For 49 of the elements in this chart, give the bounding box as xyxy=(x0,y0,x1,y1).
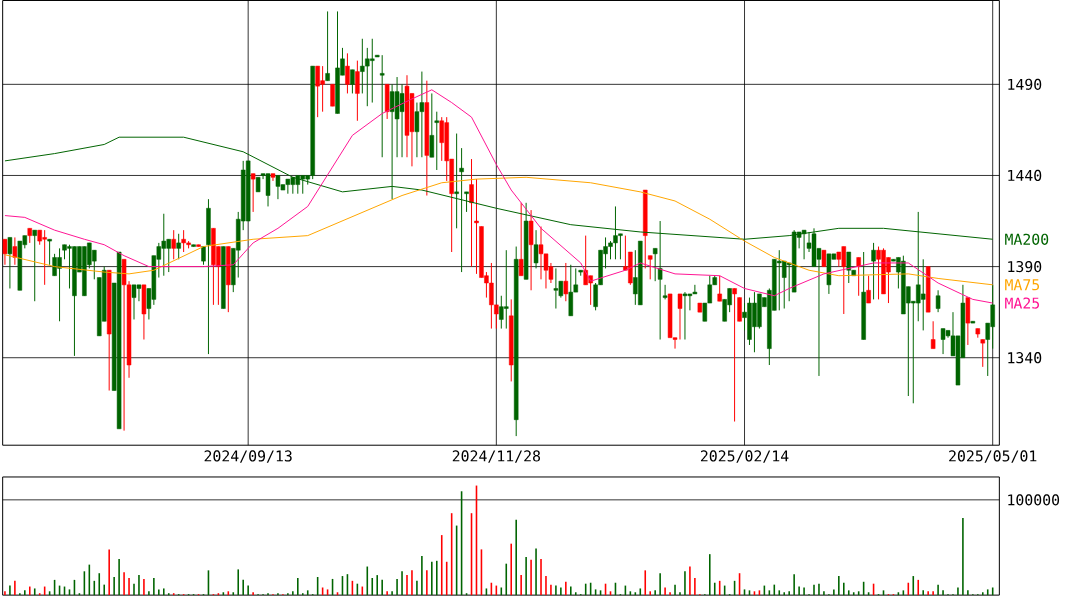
y-tick-label: 1390 xyxy=(1008,260,1042,273)
candlestick xyxy=(518,202,524,277)
line-series xyxy=(4,176,994,286)
candlestick xyxy=(732,287,737,422)
candlestick xyxy=(7,236,13,289)
series-label: MA25 xyxy=(1005,297,1040,309)
candlestick xyxy=(171,229,176,260)
x-tick-label: 2025/02/14 xyxy=(700,450,789,463)
candlestick xyxy=(980,338,985,368)
x-tick-label: 2025/05/01 xyxy=(949,450,1037,463)
candlestick xyxy=(325,10,330,82)
candlestick xyxy=(131,284,137,320)
candlestick xyxy=(250,173,256,213)
candlestick xyxy=(176,233,181,260)
y-tick-label: 1490 xyxy=(1008,78,1042,90)
x-tick-label: 2024/11/28 xyxy=(452,450,541,463)
candlestick xyxy=(345,52,350,94)
series-label: MA75 xyxy=(1005,279,1040,291)
candlestick xyxy=(330,83,335,107)
x-tick-label: 2024/09/13 xyxy=(204,450,292,463)
candlestick xyxy=(528,209,534,291)
candlestick xyxy=(935,289,941,313)
candlestick xyxy=(434,111,440,171)
candlestick xyxy=(871,242,876,300)
candlestick xyxy=(12,236,18,266)
candlestick xyxy=(568,264,574,317)
candlestick xyxy=(856,256,861,297)
y-tick-label: 100000 xyxy=(1008,494,1060,506)
candlestick xyxy=(866,275,871,304)
candlestick xyxy=(429,92,435,158)
candlestick xyxy=(2,238,8,266)
series-label: MA200 xyxy=(1005,233,1049,245)
y-tick-label: 1440 xyxy=(1008,169,1042,181)
candlestick xyxy=(717,275,722,302)
candlestick xyxy=(32,229,37,302)
candlestick xyxy=(533,229,539,269)
candlestick xyxy=(563,262,569,302)
candlestick xyxy=(474,178,479,275)
candlestick xyxy=(464,191,469,213)
candlestick xyxy=(47,238,52,266)
candlestick xyxy=(350,69,355,94)
candlestick xyxy=(737,296,742,322)
candlestick xyxy=(355,60,360,122)
y-tick-label: 1340 xyxy=(1008,352,1042,364)
candlestick xyxy=(920,258,926,331)
candlestick xyxy=(930,320,936,350)
candlestick xyxy=(647,255,653,280)
candlestick xyxy=(469,158,474,268)
candlestick xyxy=(379,54,385,158)
